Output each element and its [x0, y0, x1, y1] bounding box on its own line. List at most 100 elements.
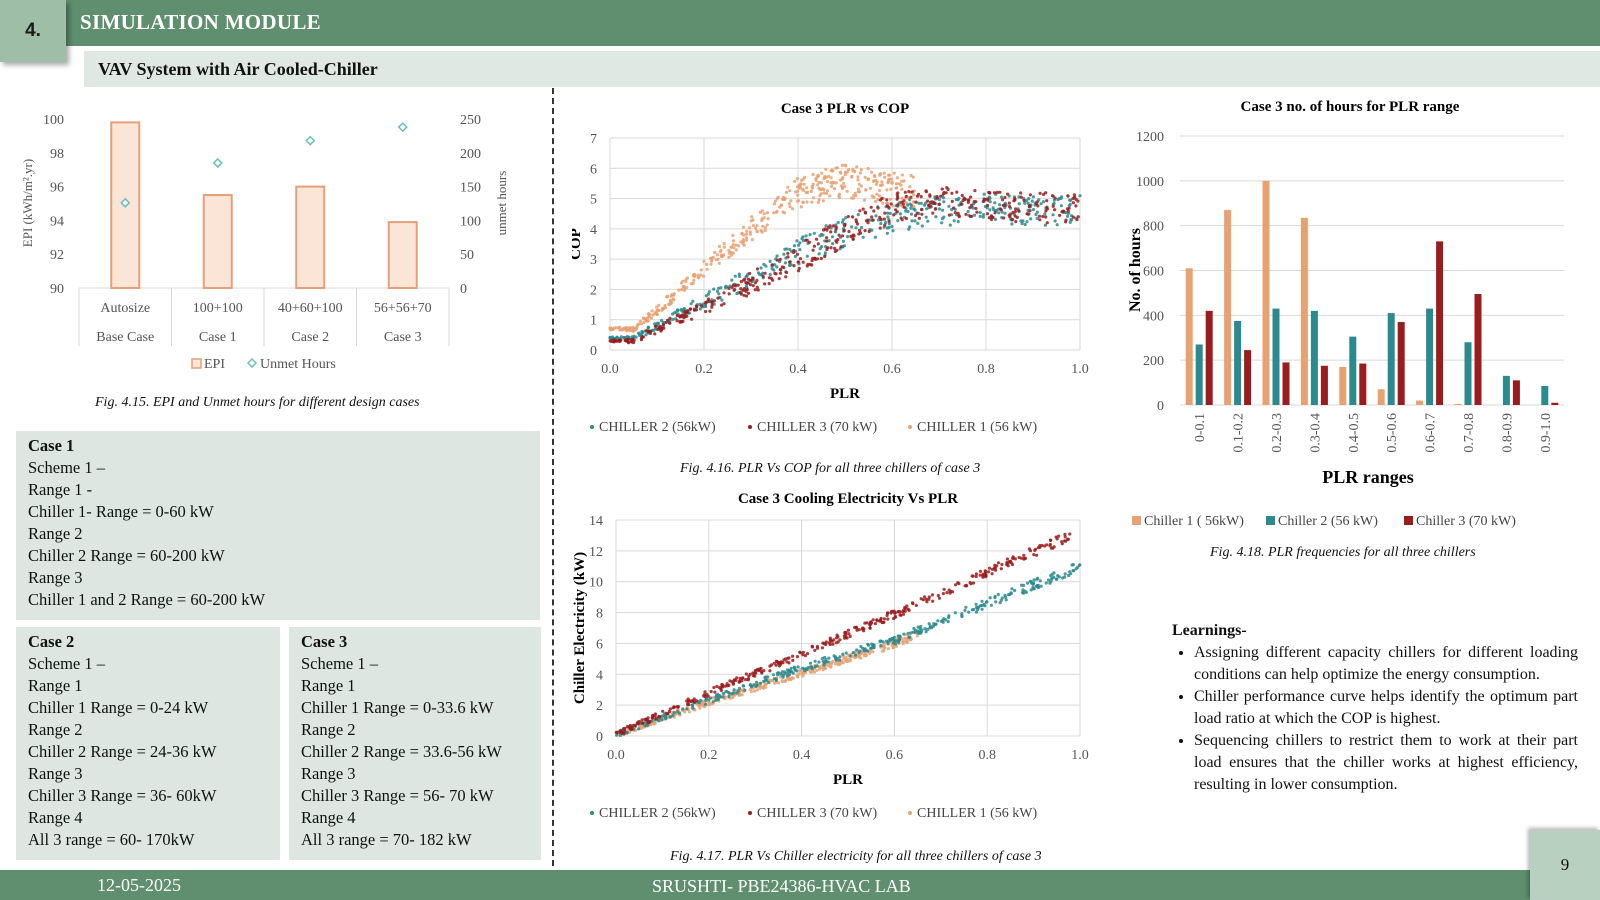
scatter-point — [885, 198, 889, 202]
scatter-point — [829, 176, 833, 180]
scatter-point — [815, 257, 820, 261]
scatter-point — [746, 281, 750, 285]
scatter-point — [1000, 562, 1004, 567]
scatter-point — [827, 174, 831, 178]
scatter-point — [787, 656, 791, 660]
scatter-point — [1010, 562, 1015, 567]
scatter-point — [907, 635, 911, 639]
scatter-point — [924, 630, 928, 634]
x-tick-label: 0.2-0.3 — [1270, 413, 1285, 453]
scatter-point — [1076, 215, 1080, 219]
scatter-point — [829, 246, 833, 250]
scatter-point — [1035, 210, 1039, 214]
scatter-point — [750, 215, 754, 219]
scatter-point — [863, 229, 867, 233]
scatter-point — [709, 689, 713, 694]
scatter-point — [939, 619, 943, 623]
scatter-point — [996, 592, 1000, 597]
scatter-point — [831, 242, 835, 246]
scatter-point — [909, 195, 913, 199]
scatter-point — [840, 220, 845, 224]
scatter-point — [964, 605, 968, 609]
scatter-point — [991, 206, 995, 210]
scatter-point — [697, 701, 701, 705]
scatter-point — [1068, 198, 1072, 202]
scatter-point — [705, 267, 709, 271]
scatter-point — [805, 186, 809, 190]
scatter-point — [892, 638, 896, 642]
scatter-point — [832, 187, 837, 191]
scatter-point — [1044, 581, 1048, 585]
y-tick-label: 14 — [589, 514, 603, 529]
scatter-point — [940, 217, 944, 221]
scatter-point — [826, 660, 830, 664]
scatter-point — [903, 190, 907, 194]
scatter-point — [801, 650, 805, 654]
scatter-point — [915, 634, 919, 638]
scatter-point — [668, 316, 672, 320]
scatter-point — [620, 731, 624, 735]
scatter-point — [877, 194, 882, 198]
scatter-point — [812, 231, 816, 235]
scatter-point — [764, 678, 768, 682]
hours-bar — [1464, 342, 1472, 405]
scatter-point — [851, 233, 855, 237]
x-tick-label: Case 2 — [291, 330, 329, 345]
scatter-point — [656, 321, 661, 325]
hours-bar — [1512, 380, 1520, 405]
scatter-point — [883, 211, 887, 215]
scatter-point — [829, 230, 833, 234]
scatter-point — [910, 219, 914, 223]
fig416-caption: Fig. 4.16. PLR Vs COP for all three chil… — [680, 461, 981, 476]
y-axis-label: EPI (kWh/m².yr) — [20, 159, 35, 247]
scatter-point — [1014, 207, 1018, 211]
scatter-point — [771, 673, 775, 677]
scatter-point — [878, 173, 882, 177]
scatter-point — [653, 311, 658, 315]
scatter-point — [1050, 194, 1055, 198]
scatter-point — [866, 177, 870, 181]
scatter-point — [682, 307, 686, 311]
case-line: Chiller 1 and 2 Range = 60-200 kW — [28, 590, 266, 609]
scatter-point — [1043, 223, 1047, 227]
scatter-point — [637, 720, 641, 724]
scatter-point — [1028, 209, 1032, 213]
scatter-point — [782, 673, 786, 677]
scatter-point — [744, 236, 748, 240]
scatter-point — [609, 339, 613, 343]
scatter-point — [710, 257, 714, 261]
y2-axis-label: unmet hours — [494, 171, 509, 236]
scatter-point — [637, 727, 641, 731]
scatter-point — [993, 211, 997, 215]
scatter-point — [749, 685, 754, 689]
y-tick-label: 6 — [590, 162, 597, 177]
scatter-point — [748, 283, 752, 287]
learnings-list: Assigning different capacity chillers fo… — [1172, 642, 1578, 796]
scatter-point — [913, 219, 917, 223]
hours-bar — [1195, 344, 1203, 405]
scatter-point — [869, 205, 873, 209]
scatter-point — [887, 179, 891, 184]
scatter-point — [982, 602, 986, 606]
scatter-point — [645, 717, 649, 721]
scatter-point — [694, 699, 699, 703]
scatter-point — [843, 184, 847, 189]
scatter-point — [959, 202, 963, 206]
scatter-point — [654, 717, 658, 721]
scatter-point — [647, 720, 652, 724]
scatter-point — [1005, 557, 1009, 561]
scatter-point — [732, 246, 736, 250]
scatter-point — [823, 174, 827, 179]
y2-tick-label: 250 — [460, 113, 481, 128]
scatter-point — [792, 264, 796, 268]
scatter-point — [892, 213, 896, 217]
scatter-point — [786, 251, 790, 255]
scatter-point — [909, 631, 913, 635]
x-tick-label: 0.1-0.2 — [1232, 413, 1247, 453]
scatter-point — [739, 292, 743, 296]
header-bar — [0, 0, 1600, 46]
scatter-point — [898, 212, 902, 216]
scatter-point — [712, 685, 716, 690]
scatter-point — [772, 202, 776, 206]
scatter-point — [803, 669, 807, 673]
